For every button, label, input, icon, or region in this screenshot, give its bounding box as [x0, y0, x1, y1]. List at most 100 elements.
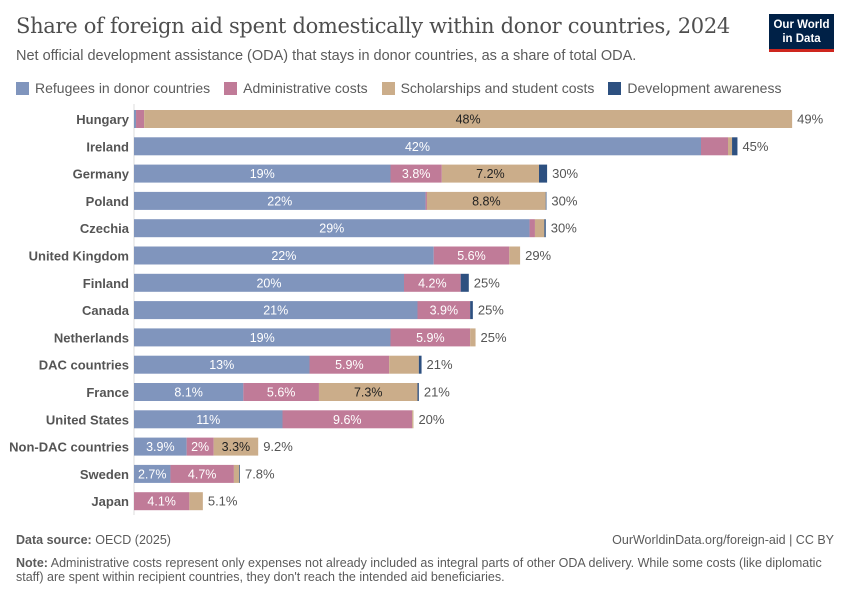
bar-segment[interactable]	[732, 137, 738, 156]
bar-segment[interactable]	[433, 246, 510, 265]
bar-segment[interactable]	[318, 383, 418, 401]
total-label: 30%	[551, 193, 577, 208]
segment-label: 7.3%	[354, 386, 383, 400]
footer: Data source: OECD (2025) OurWorldinData.…	[16, 533, 834, 585]
bar-segment[interactable]	[239, 464, 240, 483]
legend-item[interactable]: Refugees in donor countries	[16, 80, 210, 96]
total-label: 25%	[478, 303, 504, 318]
legend-swatch	[224, 81, 238, 95]
bar-segment[interactable]	[539, 164, 548, 183]
segment-label: 2%	[191, 440, 209, 454]
bar-segment[interactable]	[134, 492, 190, 511]
segment-label: 3.9%	[430, 304, 459, 318]
bar-segment[interactable]	[134, 137, 701, 156]
legend-swatch	[608, 81, 622, 95]
total-label: 25%	[474, 275, 500, 290]
bar-segment[interactable]	[309, 355, 390, 374]
bar-segment[interactable]	[134, 164, 391, 183]
note: Note: Administrative costs represent onl…	[16, 555, 822, 585]
data-source: Data source: OECD (2025)	[16, 533, 171, 547]
total-label: 21%	[424, 385, 450, 400]
legend-swatch	[16, 81, 29, 95]
bar-segment[interactable]	[418, 355, 422, 374]
bar-segment[interactable]	[134, 246, 434, 265]
bar-segment[interactable]	[213, 437, 259, 456]
bar-segment[interactable]	[136, 110, 145, 128]
bar-segment[interactable]	[470, 301, 473, 320]
source-url-link[interactable]: OurWorldinData.org/foreign-aid | CC BY	[612, 533, 834, 547]
bar-segment[interactable]	[134, 383, 244, 401]
total-label: 45%	[742, 139, 768, 154]
segment-label: 48%	[456, 113, 481, 127]
category-label: Canada	[82, 303, 130, 318]
bar-segment[interactable]	[412, 410, 414, 429]
bar-segment[interactable]	[170, 464, 234, 483]
bar-segment[interactable]	[134, 191, 426, 210]
legend-swatch	[381, 81, 395, 95]
total-label: 9.2%	[263, 439, 293, 454]
bar-segment[interactable]	[134, 273, 404, 292]
bar-segment[interactable]	[425, 191, 427, 210]
bar-segment[interactable]	[189, 492, 203, 511]
bar-segment[interactable]	[460, 273, 469, 292]
bar-segment[interactable]	[134, 219, 530, 238]
legend-item[interactable]: Scholarships and student costs	[381, 80, 595, 96]
segment-label: 5.6%	[457, 249, 486, 263]
bar-segment[interactable]	[134, 328, 391, 347]
bar-segment[interactable]	[134, 355, 310, 374]
bar-segment[interactable]	[282, 410, 413, 429]
segment-label: 3.8%	[402, 167, 431, 181]
segment-label: 22%	[267, 194, 292, 208]
bar-segment[interactable]	[426, 191, 546, 210]
bar-segment[interactable]	[441, 164, 539, 183]
total-label: 30%	[551, 221, 577, 236]
bar-segment[interactable]	[728, 137, 733, 156]
bar-segment[interactable]	[390, 164, 442, 183]
legend-item[interactable]: Development awareness	[608, 80, 781, 96]
total-label: 20%	[418, 412, 444, 427]
bar-segment[interactable]	[186, 437, 214, 456]
segment-label: 20%	[256, 276, 281, 290]
category-label: DAC countries	[39, 358, 129, 373]
total-label: 5.1%	[208, 494, 238, 509]
bar-segment[interactable]	[390, 328, 471, 347]
bar-segment[interactable]	[417, 301, 471, 320]
segment-label: 21%	[263, 304, 288, 318]
category-label: Non-DAC countries	[9, 440, 129, 455]
bar-segment[interactable]	[404, 273, 461, 292]
segment-label: 4.7%	[188, 467, 217, 481]
segment-label: 5.9%	[335, 358, 364, 372]
bar-segment[interactable]	[134, 464, 171, 483]
bar-segment[interactable]	[470, 328, 476, 347]
legend: Refugees in donor countries Administrativ…	[16, 80, 781, 96]
bar-segment[interactable]	[144, 110, 793, 128]
chart-title: Share of foreign aid spent domestically …	[16, 14, 730, 38]
segment-label: 42%	[405, 140, 430, 154]
bar-segment[interactable]	[534, 219, 545, 238]
bar-segment[interactable]	[417, 383, 419, 401]
legend-item[interactable]: Administrative costs	[224, 80, 368, 96]
bar-segment[interactable]	[134, 110, 137, 128]
legend-label: Scholarships and student costs	[400, 80, 595, 96]
bar-segment[interactable]	[509, 246, 521, 265]
bar-segment[interactable]	[243, 383, 319, 401]
category-label: Sweden	[80, 467, 129, 482]
owid-logo[interactable]: Our World in Data	[769, 14, 834, 52]
bar-segment[interactable]	[134, 410, 283, 429]
bar-segment[interactable]	[233, 464, 240, 483]
bar-segment[interactable]	[529, 219, 535, 238]
segment-label: 7.2%	[476, 167, 505, 181]
bar-segment[interactable]	[701, 137, 728, 156]
bar-segment[interactable]	[389, 355, 419, 374]
legend-label: Refugees in donor countries	[35, 80, 211, 96]
bar-segment[interactable]	[545, 191, 547, 210]
segment-label: 8.8%	[472, 194, 501, 208]
category-label: Czechia	[80, 221, 130, 236]
bar-segment[interactable]	[134, 437, 187, 456]
bar-segment[interactable]	[544, 219, 546, 238]
segment-label: 5.9%	[416, 331, 445, 345]
segment-label: 4.1%	[147, 495, 176, 509]
segment-label: 9.6%	[333, 413, 362, 427]
bar-segment[interactable]	[134, 301, 418, 320]
